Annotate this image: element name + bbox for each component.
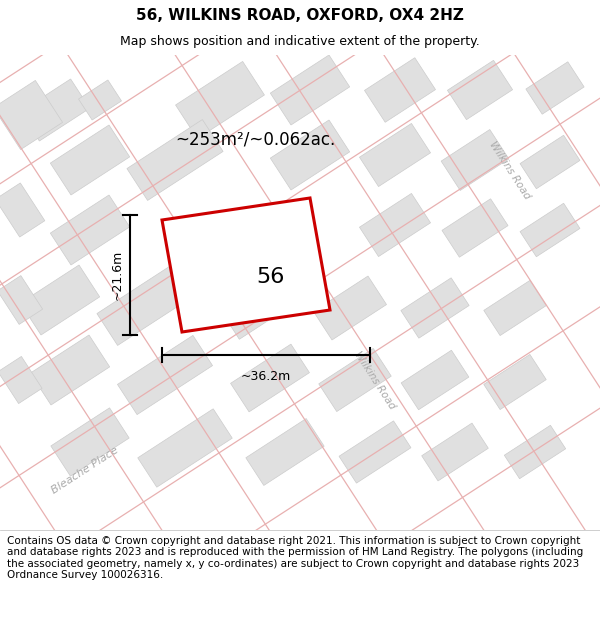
Polygon shape bbox=[359, 124, 431, 186]
Polygon shape bbox=[505, 425, 566, 479]
Polygon shape bbox=[313, 276, 386, 340]
Polygon shape bbox=[339, 421, 411, 483]
Polygon shape bbox=[0, 183, 45, 237]
Text: Wilkins Road: Wilkins Road bbox=[353, 349, 397, 411]
Polygon shape bbox=[20, 265, 100, 335]
Polygon shape bbox=[50, 195, 130, 265]
Polygon shape bbox=[20, 79, 89, 141]
Text: 56, WILKINS ROAD, OXFORD, OX4 2HZ: 56, WILKINS ROAD, OXFORD, OX4 2HZ bbox=[136, 8, 464, 23]
Polygon shape bbox=[520, 203, 580, 257]
Polygon shape bbox=[176, 61, 265, 139]
Text: Bleache Place: Bleache Place bbox=[50, 444, 121, 496]
Polygon shape bbox=[138, 409, 232, 487]
Polygon shape bbox=[79, 80, 121, 120]
Polygon shape bbox=[118, 336, 212, 414]
Polygon shape bbox=[441, 129, 509, 191]
Text: Map shows position and indicative extent of the property.: Map shows position and indicative extent… bbox=[120, 35, 480, 48]
Text: ~253m²/~0.062ac.: ~253m²/~0.062ac. bbox=[175, 131, 335, 149]
Polygon shape bbox=[484, 281, 546, 336]
Polygon shape bbox=[364, 58, 436, 122]
Polygon shape bbox=[51, 408, 129, 476]
Polygon shape bbox=[0, 276, 43, 324]
Polygon shape bbox=[220, 271, 300, 339]
Polygon shape bbox=[162, 198, 330, 332]
Polygon shape bbox=[526, 62, 584, 114]
Polygon shape bbox=[127, 119, 223, 201]
Polygon shape bbox=[448, 61, 512, 119]
Text: Wilkins Road: Wilkins Road bbox=[488, 139, 532, 201]
Polygon shape bbox=[401, 278, 469, 338]
Text: Contains OS data © Crown copyright and database right 2021. This information is : Contains OS data © Crown copyright and d… bbox=[7, 536, 583, 581]
Text: ~36.2m: ~36.2m bbox=[241, 370, 291, 383]
Polygon shape bbox=[270, 120, 350, 190]
Polygon shape bbox=[50, 125, 130, 195]
Polygon shape bbox=[520, 135, 580, 189]
Polygon shape bbox=[422, 423, 488, 481]
Polygon shape bbox=[0, 81, 62, 149]
Polygon shape bbox=[230, 344, 310, 412]
Text: ~21.6m: ~21.6m bbox=[111, 250, 124, 300]
Polygon shape bbox=[401, 350, 469, 410]
Polygon shape bbox=[30, 335, 110, 405]
Text: 56: 56 bbox=[257, 267, 285, 287]
Polygon shape bbox=[484, 354, 546, 409]
Polygon shape bbox=[0, 356, 42, 404]
Polygon shape bbox=[97, 264, 193, 346]
Polygon shape bbox=[246, 419, 324, 486]
Polygon shape bbox=[319, 349, 391, 411]
Polygon shape bbox=[359, 194, 431, 256]
Polygon shape bbox=[442, 199, 508, 258]
Polygon shape bbox=[270, 55, 350, 125]
